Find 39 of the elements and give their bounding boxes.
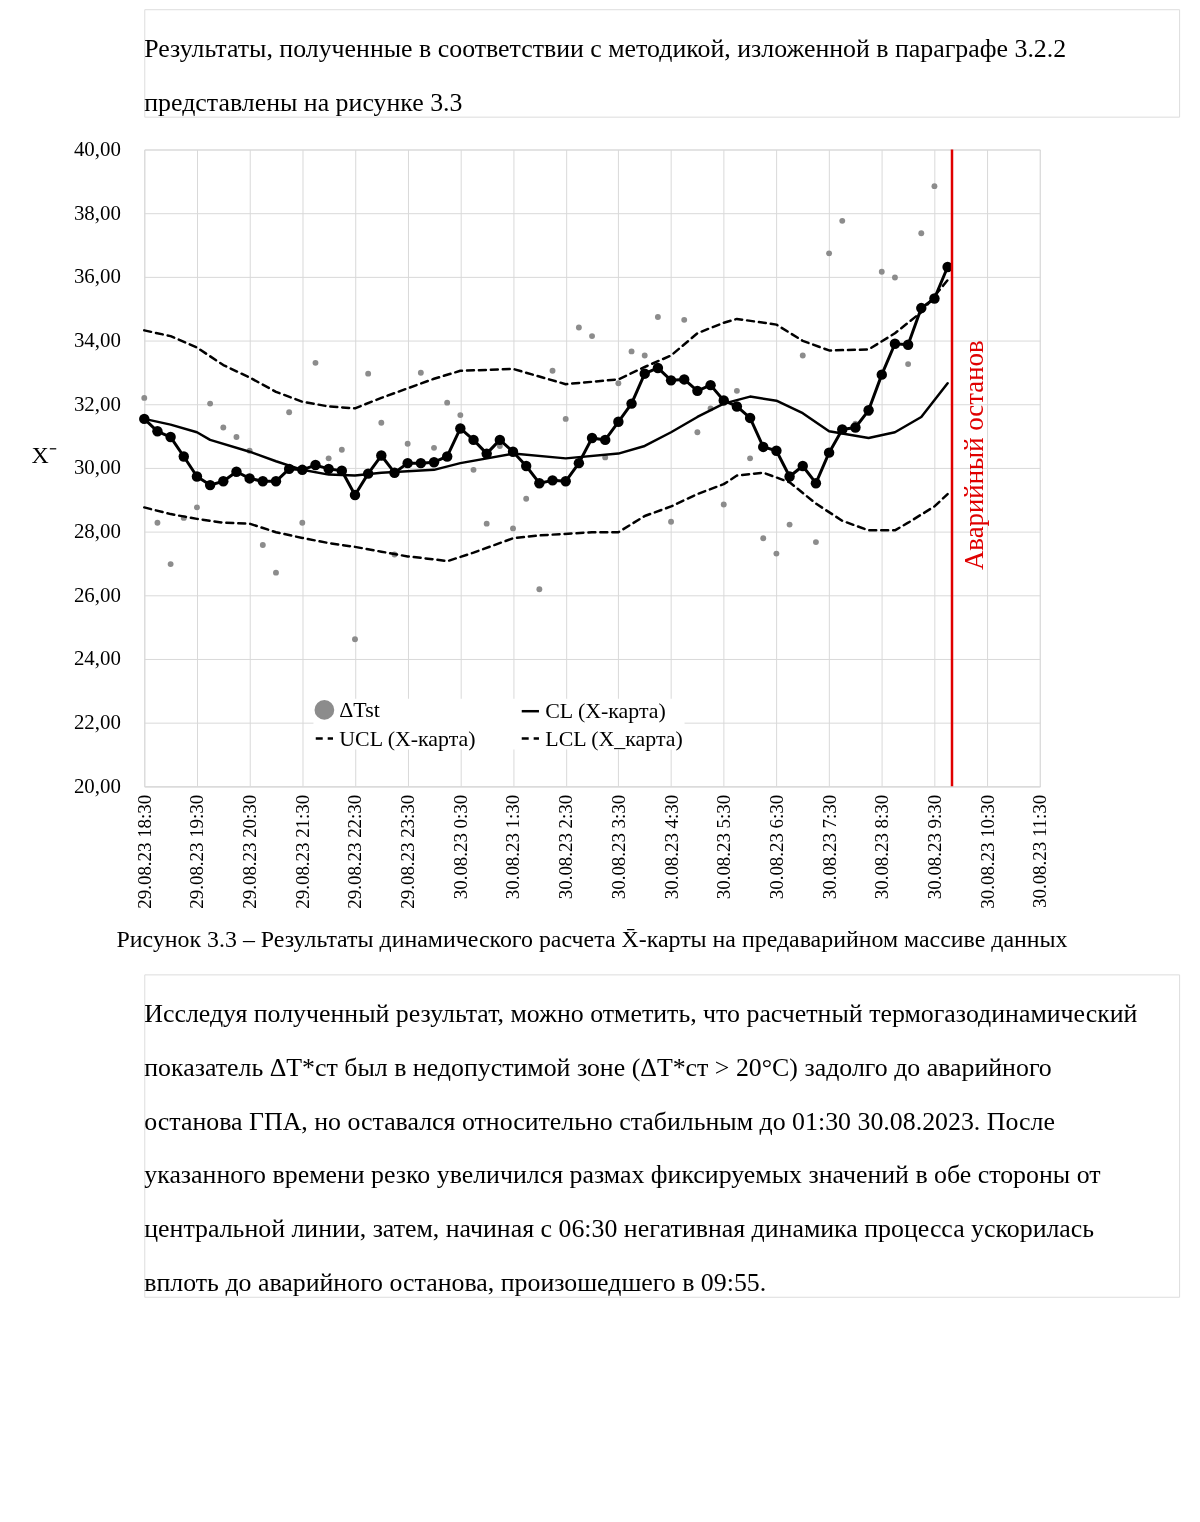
y-tick-label: 40,00 bbox=[73, 136, 121, 161]
x-tick-label: 30.08.23 7:30 bbox=[818, 794, 840, 900]
x-tick-label: 30.08.23 8:30 bbox=[871, 794, 893, 900]
x-tick-label: 30.08.23 6:30 bbox=[765, 794, 787, 900]
x-tick-label: 30.08.23 4:30 bbox=[660, 794, 682, 900]
x-tick-label: 29.08.23 20:30 bbox=[239, 794, 261, 909]
y-tick-label: 36,00 bbox=[73, 264, 121, 289]
y-tick-label: 30,00 bbox=[73, 455, 121, 480]
y-tick-label: 34,00 bbox=[73, 328, 121, 353]
y-tick-label: 20,00 bbox=[73, 773, 121, 798]
legend-label: UCL (X-карта) bbox=[339, 725, 476, 751]
x-tick-label: 29.08.23 19:30 bbox=[186, 794, 208, 909]
y-tick-label: 22,00 bbox=[73, 710, 121, 735]
x-tick-label: 29.08.23 18:30 bbox=[133, 794, 155, 909]
text: Результаты, полученные в соответствии с методикой, изложенной в параграфе 3.2.2 представлены на рисунке 3.3 bbox=[144, 33, 1067, 117]
x-tick-label: 30.08.23 3:30 bbox=[607, 794, 629, 900]
y-tick-label: 38,00 bbox=[73, 200, 121, 225]
x-tick-label: 29.08.23 22:30 bbox=[344, 794, 366, 909]
line-series bbox=[143, 471, 949, 563]
x-tick-label: 30.08.23 11:30 bbox=[1029, 794, 1051, 908]
ref-line-label: Аварийный останов bbox=[958, 340, 989, 571]
y-tick-label: 26,00 bbox=[73, 582, 121, 607]
y-axis-title: X⁻ bbox=[31, 442, 57, 469]
x-tick-label: 30.08.23 2:30 bbox=[555, 794, 577, 900]
y-tick-label: 24,00 bbox=[73, 646, 121, 671]
x-tick-label: 30.08.23 0:30 bbox=[449, 794, 471, 900]
text: Исследуя полученный результат, можно отметить, что расчетный термогазодинамический показатель ΔT*ст был в недопустимой зоне (ΔT*ст > 20°C) задолго до аварийного останова ГПА, но оставался относительно стабильным до 01:30 30.08.2023. После указанного времени резко увеличился размах фиксируемых значений в обе стороны от центральной линии, затем, начиная с 06:30 негативная динамика процесса ускорилась вплоть до аварийного останова, произошедшего в 09:55. bbox=[144, 999, 1138, 1297]
y-tick-label: 28,00 bbox=[73, 519, 121, 544]
text: Рисунок 3.3 – Результаты динамического расчета X̄-карты на предаварийном массиве данных bbox=[116, 926, 1068, 953]
legend-label: CL (X-карта) bbox=[545, 698, 666, 724]
y-tick-label: 32,00 bbox=[73, 391, 121, 416]
x-tick-label: 30.08.23 1:30 bbox=[502, 794, 524, 900]
legend-label: LCL (X_карта) bbox=[545, 725, 683, 751]
legend-label: ΔTst bbox=[339, 696, 380, 722]
x-tick-label: 30.08.23 5:30 bbox=[713, 794, 735, 900]
x-tick-label: 29.08.23 23:30 bbox=[397, 794, 419, 909]
x-tick-label: 30.08.23 9:30 bbox=[923, 794, 945, 900]
x-tick-label: 29.08.23 21:30 bbox=[291, 794, 313, 909]
x-tick-label: 30.08.23 10:30 bbox=[976, 794, 998, 909]
